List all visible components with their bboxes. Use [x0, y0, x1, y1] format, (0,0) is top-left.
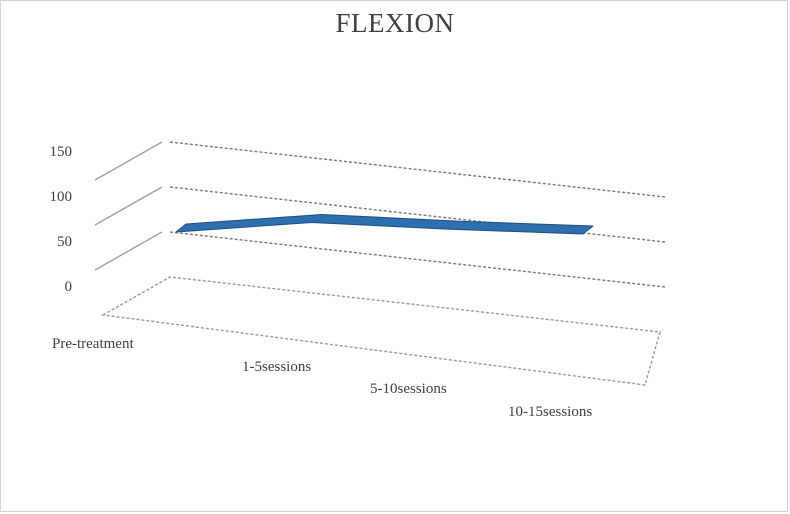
- x-category-label: 5-10sessions: [370, 381, 447, 397]
- back-gridline: [170, 232, 665, 287]
- side-gridline: [95, 142, 162, 180]
- chart-floor: [103, 277, 660, 385]
- x-category-label: Pre-treatment: [52, 336, 134, 352]
- x-category-label: 10-15sessions: [508, 404, 592, 420]
- y-tick-label: 100: [50, 189, 73, 205]
- x-category-label: 1-5sessions: [242, 359, 311, 375]
- side-gridline: [95, 187, 162, 225]
- y-tick-label: 150: [50, 144, 73, 160]
- y-tick-label: 50: [57, 234, 72, 250]
- label-layer: 0 50 100 150 Pre-treatment 1-5sessions 5-10ses…: [50, 144, 593, 420]
- back-gridline: [170, 187, 665, 242]
- series-ribbon: [176, 214, 593, 234]
- back-gridline: [170, 142, 665, 197]
- series-layer: [176, 214, 593, 234]
- grid-layer: [95, 142, 665, 385]
- y-tick-label: 0: [65, 279, 73, 295]
- side-gridline: [95, 232, 162, 270]
